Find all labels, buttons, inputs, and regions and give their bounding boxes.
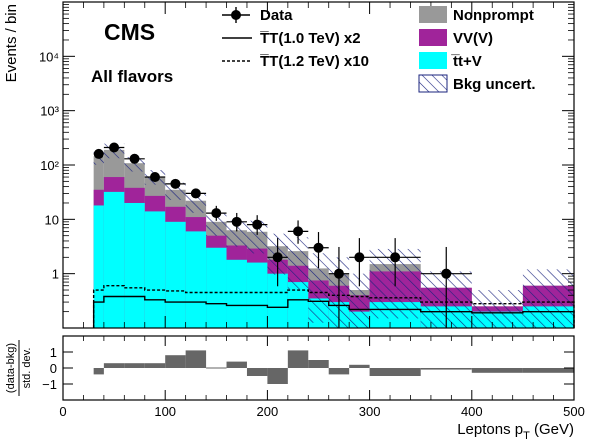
uncert-band-bin <box>349 273 370 328</box>
legend-label: T̅T(1.0 TeV) x2 <box>260 30 361 47</box>
legend-label: Data <box>260 7 293 24</box>
uncert-band-bin <box>471 290 523 328</box>
uncert-band-bin <box>185 192 207 213</box>
uncert-band-bin <box>308 253 329 323</box>
ratio-bar <box>165 355 186 368</box>
ratio-axes: 10−10 100 200 300 400 500 <box>42 336 585 419</box>
data-point <box>246 215 268 235</box>
uncert-band-bin <box>165 182 186 200</box>
data-point <box>103 142 125 153</box>
ratio-bars <box>93 350 574 384</box>
ratio-bar <box>246 368 268 376</box>
x-tick-label: 500 <box>563 404 585 419</box>
legend-bkg: VV(V) <box>419 29 493 47</box>
legend-bkg: t̅t+V <box>419 52 482 70</box>
data-point <box>144 172 166 183</box>
legend-signal: T̅T(1.0 TeV) x2 <box>222 30 361 47</box>
x-tick-label: 400 <box>461 404 483 419</box>
ratio-bar <box>471 368 523 373</box>
uncert-band-bin <box>124 156 145 172</box>
data-point <box>369 238 421 287</box>
stack-bar <box>93 205 104 328</box>
legend-bkg: Nonprompt <box>419 6 534 24</box>
ratio-bar <box>124 363 145 368</box>
uncert-band-bin <box>206 213 227 236</box>
x-tick-label: 200 <box>257 404 279 419</box>
ratio-panel: 10−10 100 200 300 400 500 (data-bkg) std. dev… <box>5 335 585 419</box>
data-point <box>165 178 186 189</box>
y-tick-label: 10⁴ <box>39 49 59 64</box>
data-point <box>349 238 370 287</box>
ratio-y-tick-label: −1 <box>42 377 57 392</box>
ratio-y-tick-label: 1 <box>50 345 57 360</box>
data-point <box>287 220 309 244</box>
stack-bar <box>246 262 268 328</box>
data-points <box>93 142 472 328</box>
ratio-bar <box>144 363 166 368</box>
x-tick-label: 300 <box>359 404 381 419</box>
ratio-bar <box>185 350 207 368</box>
data-point <box>267 238 288 287</box>
legend: Data T̅T(1.0 TeV) x2 T̅T(1.2 TeV) x10 Nonpr… <box>222 6 536 93</box>
legend-label: t̅t+V <box>450 53 481 70</box>
x-tick-label: 100 <box>154 404 176 419</box>
data-point <box>185 188 207 199</box>
y-tick-label: 1 <box>52 267 59 282</box>
stack-bar <box>206 247 227 328</box>
x-tick-label: 0 <box>59 404 66 419</box>
legend-signal: T̅T(1.2 TeV) x10 <box>222 53 369 70</box>
stack-bar <box>226 259 247 328</box>
y-tick-label: 10 <box>45 212 59 227</box>
stack-bar <box>144 211 166 328</box>
uncert-band-bin <box>246 220 268 254</box>
legend-label: Bkg uncert. <box>453 76 536 93</box>
stack-bar <box>124 202 145 328</box>
ratio-bar <box>420 368 472 370</box>
uncert-band-bin <box>287 237 309 290</box>
y-tick-label: 10³ <box>40 104 59 119</box>
y-axis-title: Events / bin <box>3 4 20 82</box>
y-tick-label: 10² <box>40 158 59 173</box>
cms-label: CMS <box>104 19 155 45</box>
stack-bar <box>287 282 309 328</box>
ratio-y-title-denominator: std. dev. <box>21 348 33 389</box>
data-point <box>226 212 247 232</box>
legend-uncert: Bkg uncert. <box>418 74 536 93</box>
stack-bar <box>165 221 186 328</box>
ratio-bar <box>287 350 309 368</box>
ratio-bar <box>308 360 329 368</box>
uncert-band-bin <box>522 269 574 328</box>
ratio-bar <box>328 368 350 375</box>
stack-bar <box>103 191 125 328</box>
main-axes: 1 10 10² 10³ 10⁴ <box>39 2 575 328</box>
background-uncertainty-band <box>93 143 574 328</box>
ratio-bar <box>226 361 247 368</box>
data-point <box>93 148 104 159</box>
channel-label: All flavors <box>91 67 173 86</box>
data-point <box>328 246 350 328</box>
ratio-y-title-numerator: (data-bkg) <box>5 343 17 393</box>
legend-label: VV(V) <box>453 30 493 47</box>
data-point <box>124 153 145 164</box>
data-point <box>206 205 227 221</box>
ratio-y-tick-label: 0 <box>50 361 57 376</box>
ratio-bar <box>103 363 125 368</box>
stack-bar <box>267 273 288 328</box>
stack-bar <box>185 231 207 328</box>
x-axis-title: Leptons pT (GeV) <box>457 421 574 442</box>
main-panel: 1 10 10² 10³ 10⁴ Events / bin CMS All flavor… <box>3 1 575 329</box>
legend-label: T̅T(1.2 TeV) x10 <box>260 53 369 70</box>
data-point <box>420 246 472 328</box>
legend-data: Data <box>222 7 293 24</box>
ratio-bar <box>522 368 574 373</box>
data-point <box>308 232 329 269</box>
ratio-bar <box>93 368 104 375</box>
uncert-band-bin <box>226 220 247 247</box>
ratio-bar <box>267 368 288 384</box>
legend-label: Nonprompt <box>453 7 534 24</box>
ratio-bar <box>369 368 421 376</box>
ratio-bar <box>349 364 370 368</box>
